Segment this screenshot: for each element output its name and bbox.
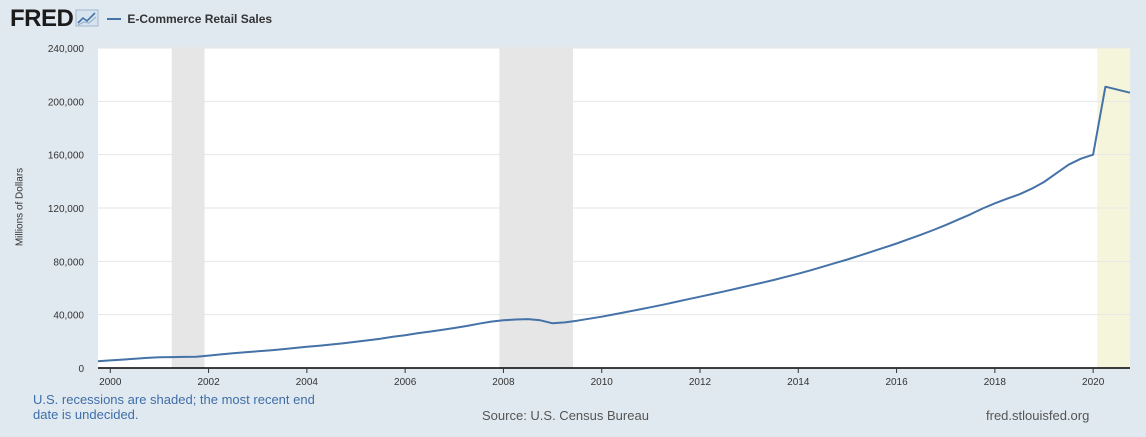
- x-tick-label: 2016: [885, 377, 908, 388]
- x-tick-label: 2012: [689, 377, 712, 388]
- y-tick-label: 0: [78, 364, 84, 375]
- chart-svg: 0 40,000 80,000 120,000 160,000 200,000 240,00…: [48, 44, 1131, 388]
- y-tick-label: 40,000: [53, 311, 84, 322]
- x-tick-label: 2020: [1082, 377, 1105, 388]
- x-tick-label: 2018: [984, 377, 1007, 388]
- x-tick-label: 2004: [296, 377, 319, 388]
- y-tick-label: 120,000: [48, 204, 85, 215]
- series-layer: [97, 85, 1131, 363]
- x-tick-label: 2006: [394, 377, 417, 388]
- x-tick-label: 2002: [197, 377, 220, 388]
- series-line-0[interactable]: [97, 85, 1131, 363]
- chart-header: FRED E-Commerce Retail Sales: [10, 6, 272, 32]
- x-tick-label: 2010: [591, 377, 614, 388]
- site-link[interactable]: fred.stlouisfed.org: [986, 408, 1090, 423]
- y-tick-labels: 0 40,000 80,000 120,000 160,000 200,000 240,00…: [48, 44, 85, 375]
- y-tick-label: 80,000: [53, 257, 84, 268]
- legend-series-label: E-Commerce Retail Sales: [127, 12, 273, 26]
- x-tick-label: 2014: [787, 377, 810, 388]
- y-tick-label: 160,000: [48, 151, 85, 162]
- x-tick-labels: 2000 2002 2004 2006 2008 2010 2012 2014 2016 2018…: [99, 368, 1105, 388]
- fred-logo[interactable]: FRED: [10, 5, 74, 32]
- y-tick-label: 200,000: [48, 97, 85, 108]
- source-note: Source: U.S. Census Bureau: [482, 408, 649, 423]
- gridlines-layer: [98, 47, 1130, 316]
- y-tick-label: 240,000: [48, 44, 85, 55]
- legend-line-swatch: [107, 18, 122, 20]
- fred-graph-icon: [75, 9, 99, 27]
- recession-note: U.S. recessions are shaded; the most rec…: [33, 392, 315, 422]
- x-tick-label: 2000: [99, 377, 122, 388]
- x-tick-label: 2008: [492, 377, 515, 388]
